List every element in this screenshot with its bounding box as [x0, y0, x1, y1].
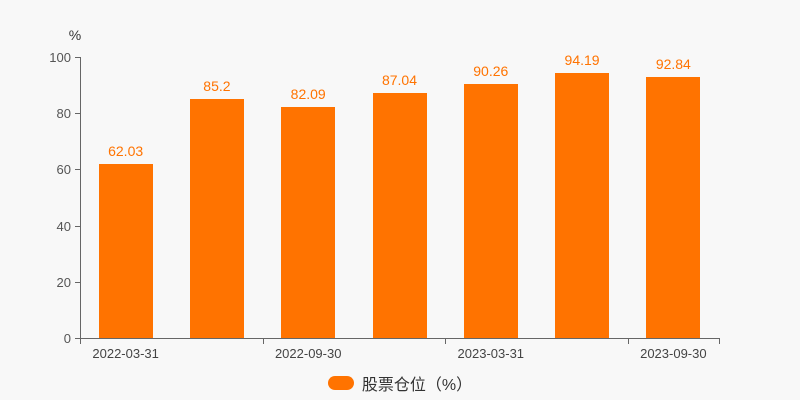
bar-value-label: 82.09 [290, 86, 326, 103]
bar[interactable] [555, 73, 610, 338]
y-axis-tick-label: 40 [56, 218, 71, 234]
bar-value-label: 90.26 [473, 63, 509, 80]
bar[interactable] [372, 93, 427, 338]
x-axis-category-label: 2023-09-30 [640, 346, 707, 361]
legend-marker-icon [327, 376, 354, 390]
y-axis-tick [75, 225, 80, 227]
y-axis-tick [75, 338, 80, 339]
x-axis-category-label: 2022-03-31 [92, 346, 159, 361]
x-axis-tick [445, 339, 447, 344]
y-axis-tick-label: 60 [56, 162, 71, 178]
x-axis-tick [80, 339, 81, 344]
bar[interactable] [463, 84, 518, 338]
y-axis-tick-label: 0 [63, 331, 71, 346]
y-axis-tick [75, 57, 80, 58]
x-axis-tick [719, 339, 720, 344]
x-axis-category-label: 2022-09-30 [274, 346, 342, 361]
bar-value-label: 94.19 [564, 52, 600, 69]
y-axis-tick [75, 113, 80, 115]
x-axis-tick [262, 339, 264, 344]
bar[interactable] [189, 98, 244, 338]
y-axis-tick-label: 80 [56, 106, 71, 122]
x-axis-tick [627, 339, 629, 344]
bar-value-label: 92.84 [655, 56, 691, 73]
y-axis-tick-label: 100 [49, 50, 71, 65]
bar[interactable] [98, 163, 153, 338]
x-axis-line [80, 338, 720, 339]
y-axis-unit-label: % [68, 27, 82, 43]
bar-value-label: 62.03 [108, 142, 144, 159]
bar-value-label: 85.2 [203, 77, 231, 94]
legend-item[interactable]: 股票仓位（%） [0, 371, 800, 395]
y-axis-tick [75, 169, 80, 171]
bar[interactable] [646, 77, 701, 338]
bar[interactable] [281, 107, 336, 338]
x-axis-category-label: 2023-03-31 [457, 346, 525, 361]
y-axis-tick-label: 20 [56, 274, 71, 290]
bar-value-label: 87.04 [381, 72, 418, 89]
y-axis-line [80, 57, 81, 339]
y-axis-tick [75, 281, 80, 283]
legend-label: 股票仓位（%） [361, 377, 473, 394]
